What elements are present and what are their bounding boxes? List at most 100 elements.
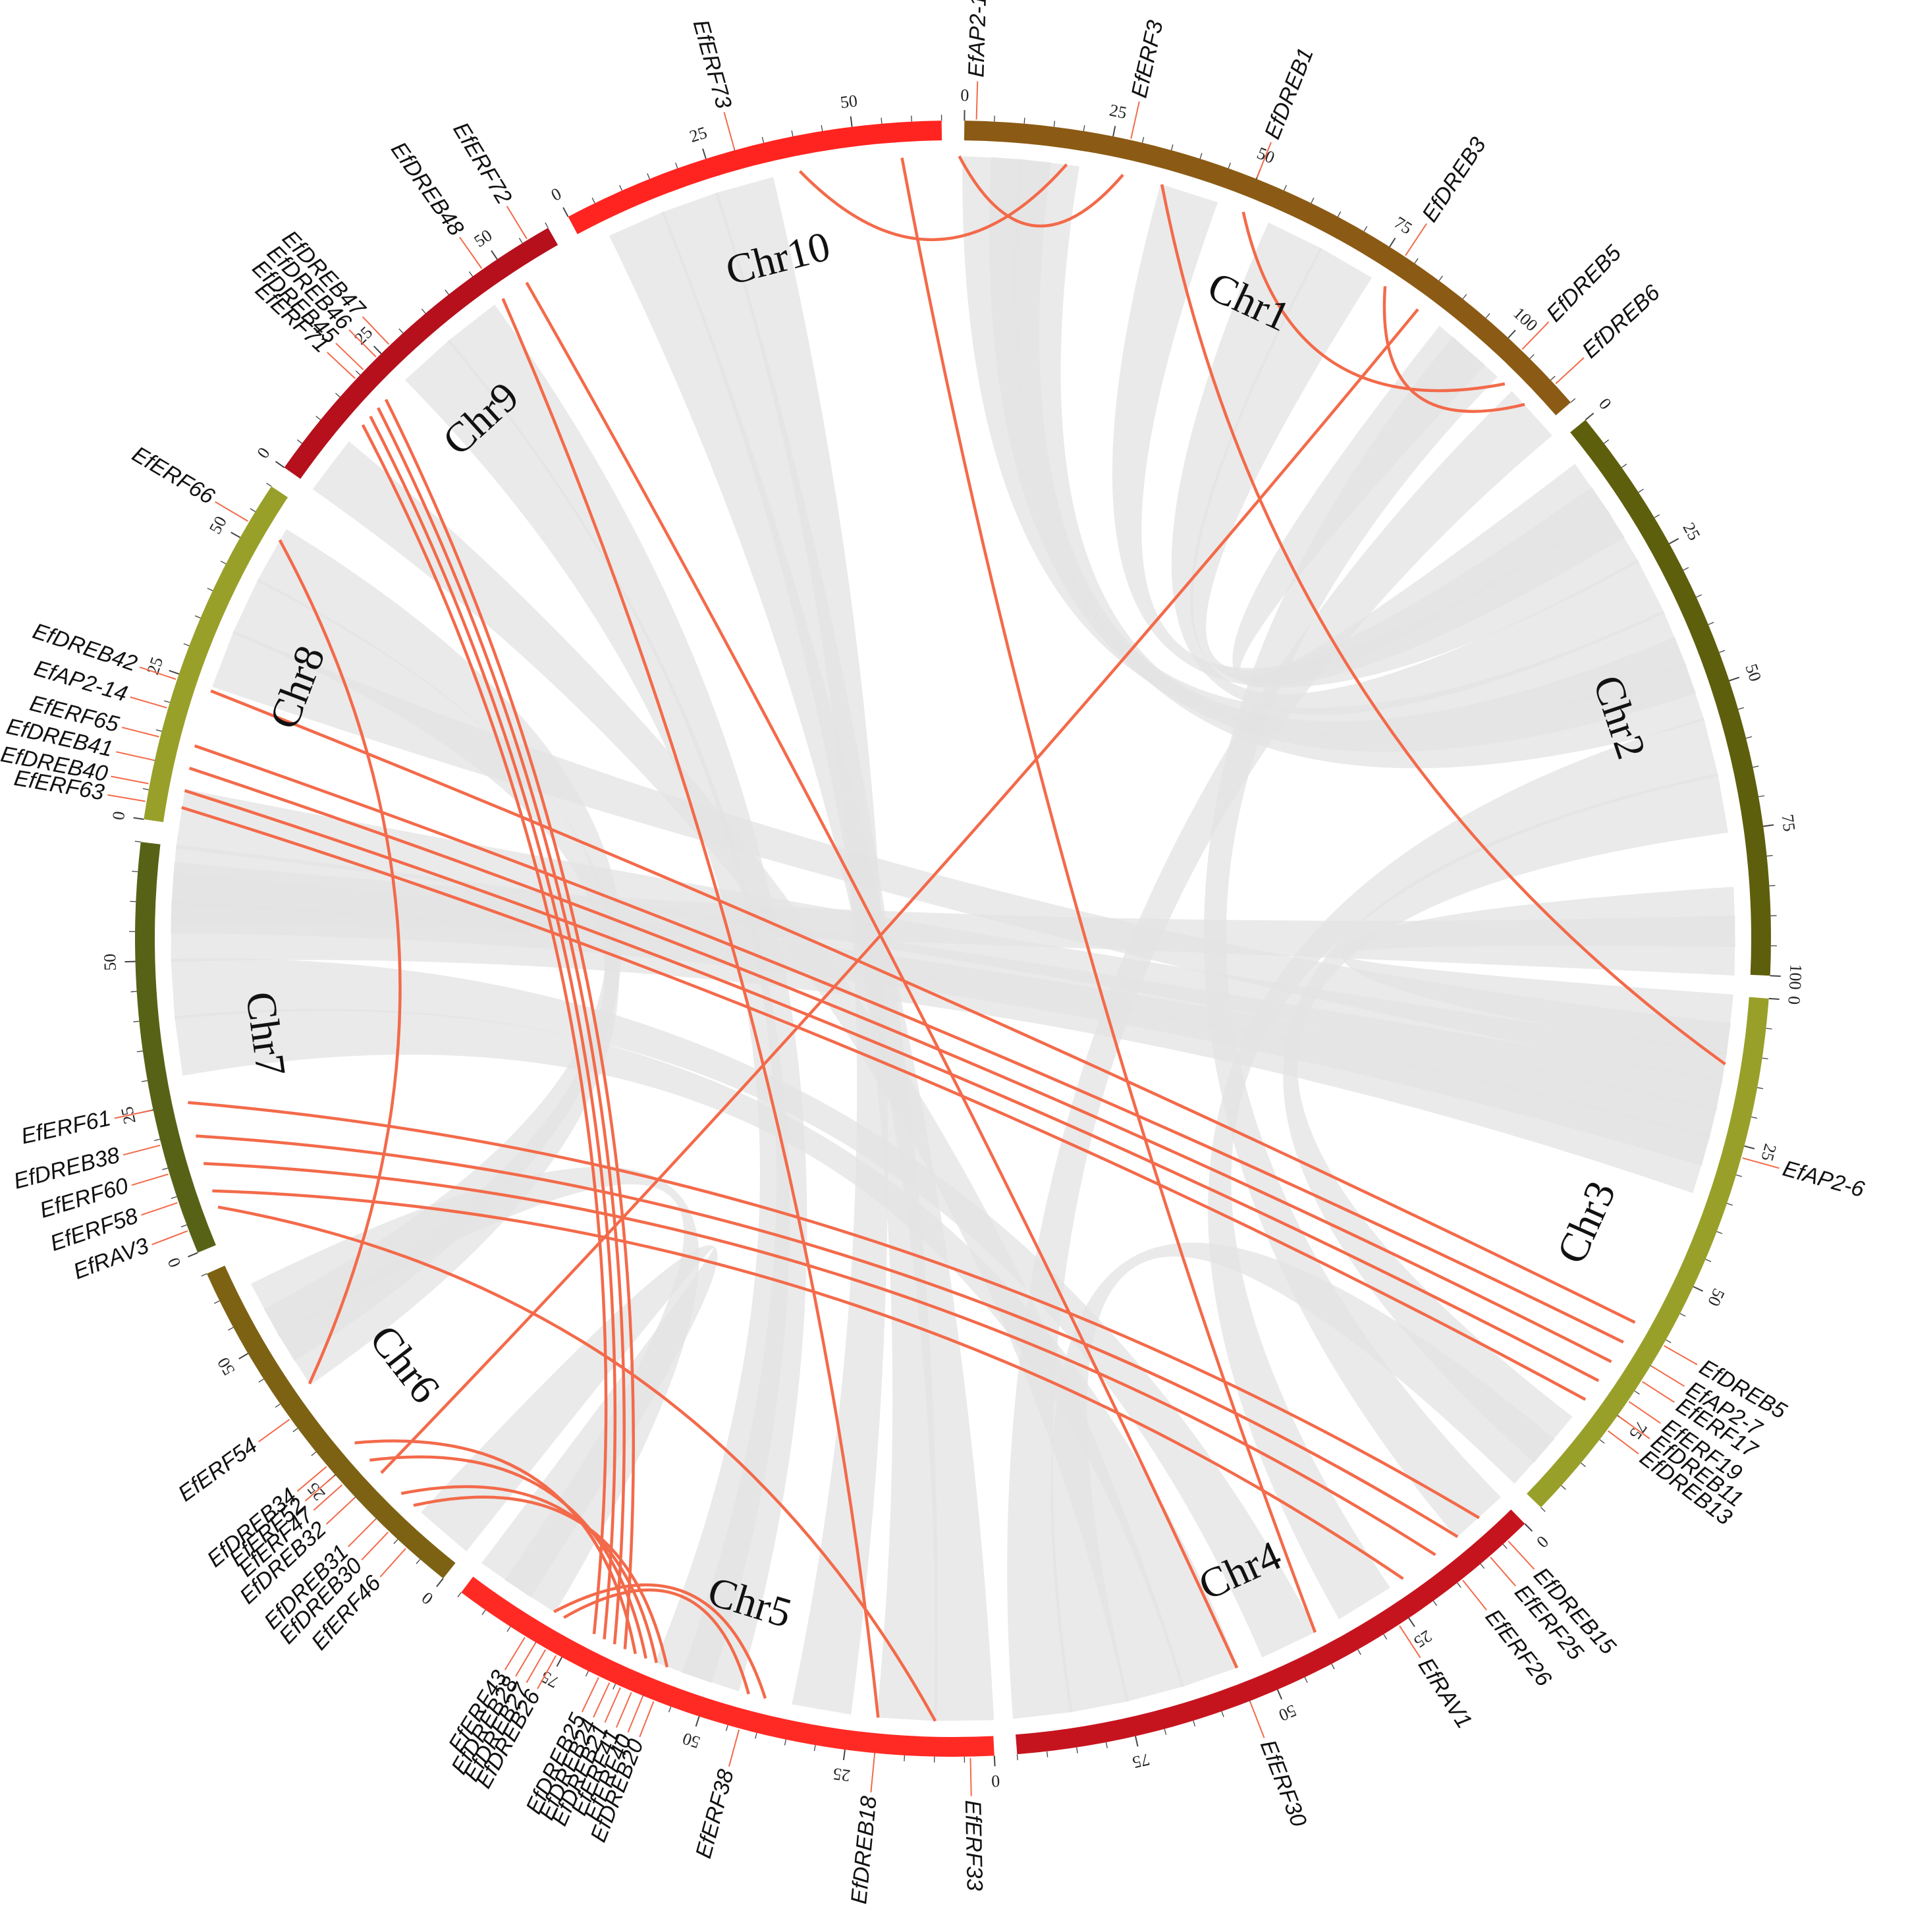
tick-mark: [220, 561, 227, 565]
gene-label: EfDREB48: [386, 138, 469, 240]
tick-mark: [1363, 226, 1368, 232]
tick-mark: [1331, 1663, 1335, 1670]
gene-tick: [639, 1701, 655, 1738]
gene-tick: [379, 1548, 406, 1578]
tick-mark: [141, 1080, 148, 1082]
chromosome-arc-chr2: [1570, 420, 1772, 976]
gene-link: [1160, 184, 1726, 1066]
gene-tick: [504, 1637, 526, 1670]
gene-tick: [130, 696, 167, 709]
tick-mark: [1599, 1439, 1605, 1444]
chromosome-arc-chr9: [284, 227, 558, 480]
tick-mark: [133, 1020, 140, 1022]
gene-tick: [121, 727, 159, 738]
tick-mark: [1480, 1563, 1485, 1569]
tick-mark: [1383, 1634, 1388, 1640]
tick-mark: [1016, 1754, 1018, 1761]
tick-mark: [904, 1755, 906, 1761]
gene-tick: [627, 1696, 643, 1733]
tick-mark: [153, 1138, 161, 1142]
gene-link: [204, 1162, 1436, 1557]
tick-label: 0: [548, 184, 564, 205]
tick-mark: [398, 328, 404, 334]
gene-link: [184, 789, 1600, 1383]
gene-tick: [114, 1109, 152, 1119]
tick-label: 75: [537, 1667, 562, 1692]
gene-tick: [131, 1173, 169, 1186]
gene-link: [194, 744, 1624, 1344]
gene-tick: [728, 1729, 740, 1767]
gene-label: EfERF61: [19, 1105, 113, 1149]
tick-mark: [468, 271, 474, 277]
tick-mark: [130, 991, 137, 993]
gene-tick: [870, 1754, 875, 1793]
tick-mark: [647, 173, 650, 179]
tick-mark: [1389, 237, 1396, 248]
tick-mark: [791, 130, 794, 137]
tick-label: 50: [205, 513, 231, 538]
background-link: [447, 304, 807, 1692]
tick-mark: [445, 289, 449, 295]
gene-tick: [1642, 1381, 1675, 1403]
tick-label: 50: [1704, 1286, 1728, 1310]
tick-mark: [1083, 124, 1085, 132]
tick-label: 0: [164, 1255, 185, 1270]
tick-mark: [161, 1167, 169, 1171]
background-link: [171, 902, 1710, 1194]
gene-link: [798, 163, 1068, 242]
background-link: [1203, 337, 1501, 1538]
tick-mark: [1457, 1582, 1461, 1588]
gene-tick: [581, 1677, 599, 1713]
tick-mark: [132, 871, 138, 873]
gene-tick: [593, 1682, 611, 1718]
tick-mark: [993, 1755, 996, 1767]
tick-mark: [506, 1626, 511, 1632]
tick-mark: [1766, 1028, 1772, 1030]
tick-mark: [169, 670, 180, 675]
gene-tick: [305, 1475, 335, 1502]
tick-mark: [296, 439, 302, 444]
gene-link: [377, 407, 626, 1645]
tick-mark: [1105, 1742, 1108, 1749]
gene-tick: [1399, 1625, 1421, 1659]
chromosome-label-chr7: Chr7: [237, 989, 295, 1079]
tick-mark: [1708, 622, 1714, 625]
gene-label: EfDREB1: [1260, 44, 1319, 142]
tick-label: 25: [687, 123, 709, 146]
tick-mark: [1141, 136, 1145, 143]
tick-mark: [416, 1559, 421, 1564]
tick-mark: [142, 788, 149, 790]
gene-label: EfAP2-1: [964, 0, 991, 78]
gene-link: [212, 1189, 1404, 1580]
tick-mark: [266, 482, 272, 487]
gene-tick: [1555, 357, 1585, 385]
tick-mark: [1744, 1145, 1755, 1149]
tick-mark: [1654, 514, 1660, 518]
tick-mark: [1666, 1339, 1672, 1344]
gene-label: EfDREB18: [846, 1795, 882, 1905]
tick-mark: [1164, 1728, 1167, 1735]
gene-link: [210, 689, 1636, 1324]
tick-mark: [1719, 649, 1726, 653]
gene-tick: [123, 1144, 161, 1156]
tick-mark: [850, 116, 853, 127]
tick-mark: [761, 136, 765, 143]
tick-mark: [1762, 1057, 1768, 1060]
tick-mark: [1311, 198, 1315, 204]
tick-mark: [725, 1725, 728, 1731]
tick-mark: [1199, 153, 1203, 159]
chromosome-label-chr3: Chr3: [1548, 1174, 1625, 1270]
tick-label: 0: [1595, 395, 1616, 413]
tick-mark: [436, 1578, 444, 1587]
tick-mark: [518, 238, 523, 244]
tick-mark: [250, 508, 256, 512]
tick-mark: [1729, 676, 1740, 682]
tick-mark: [207, 588, 213, 592]
tick-mark: [238, 1352, 249, 1360]
tick-mark: [1669, 538, 1679, 545]
tick-mark: [1604, 439, 1610, 444]
gene-link: [563, 1588, 750, 1695]
tick-mark: [1745, 736, 1753, 739]
gene-tick: [141, 1201, 178, 1216]
